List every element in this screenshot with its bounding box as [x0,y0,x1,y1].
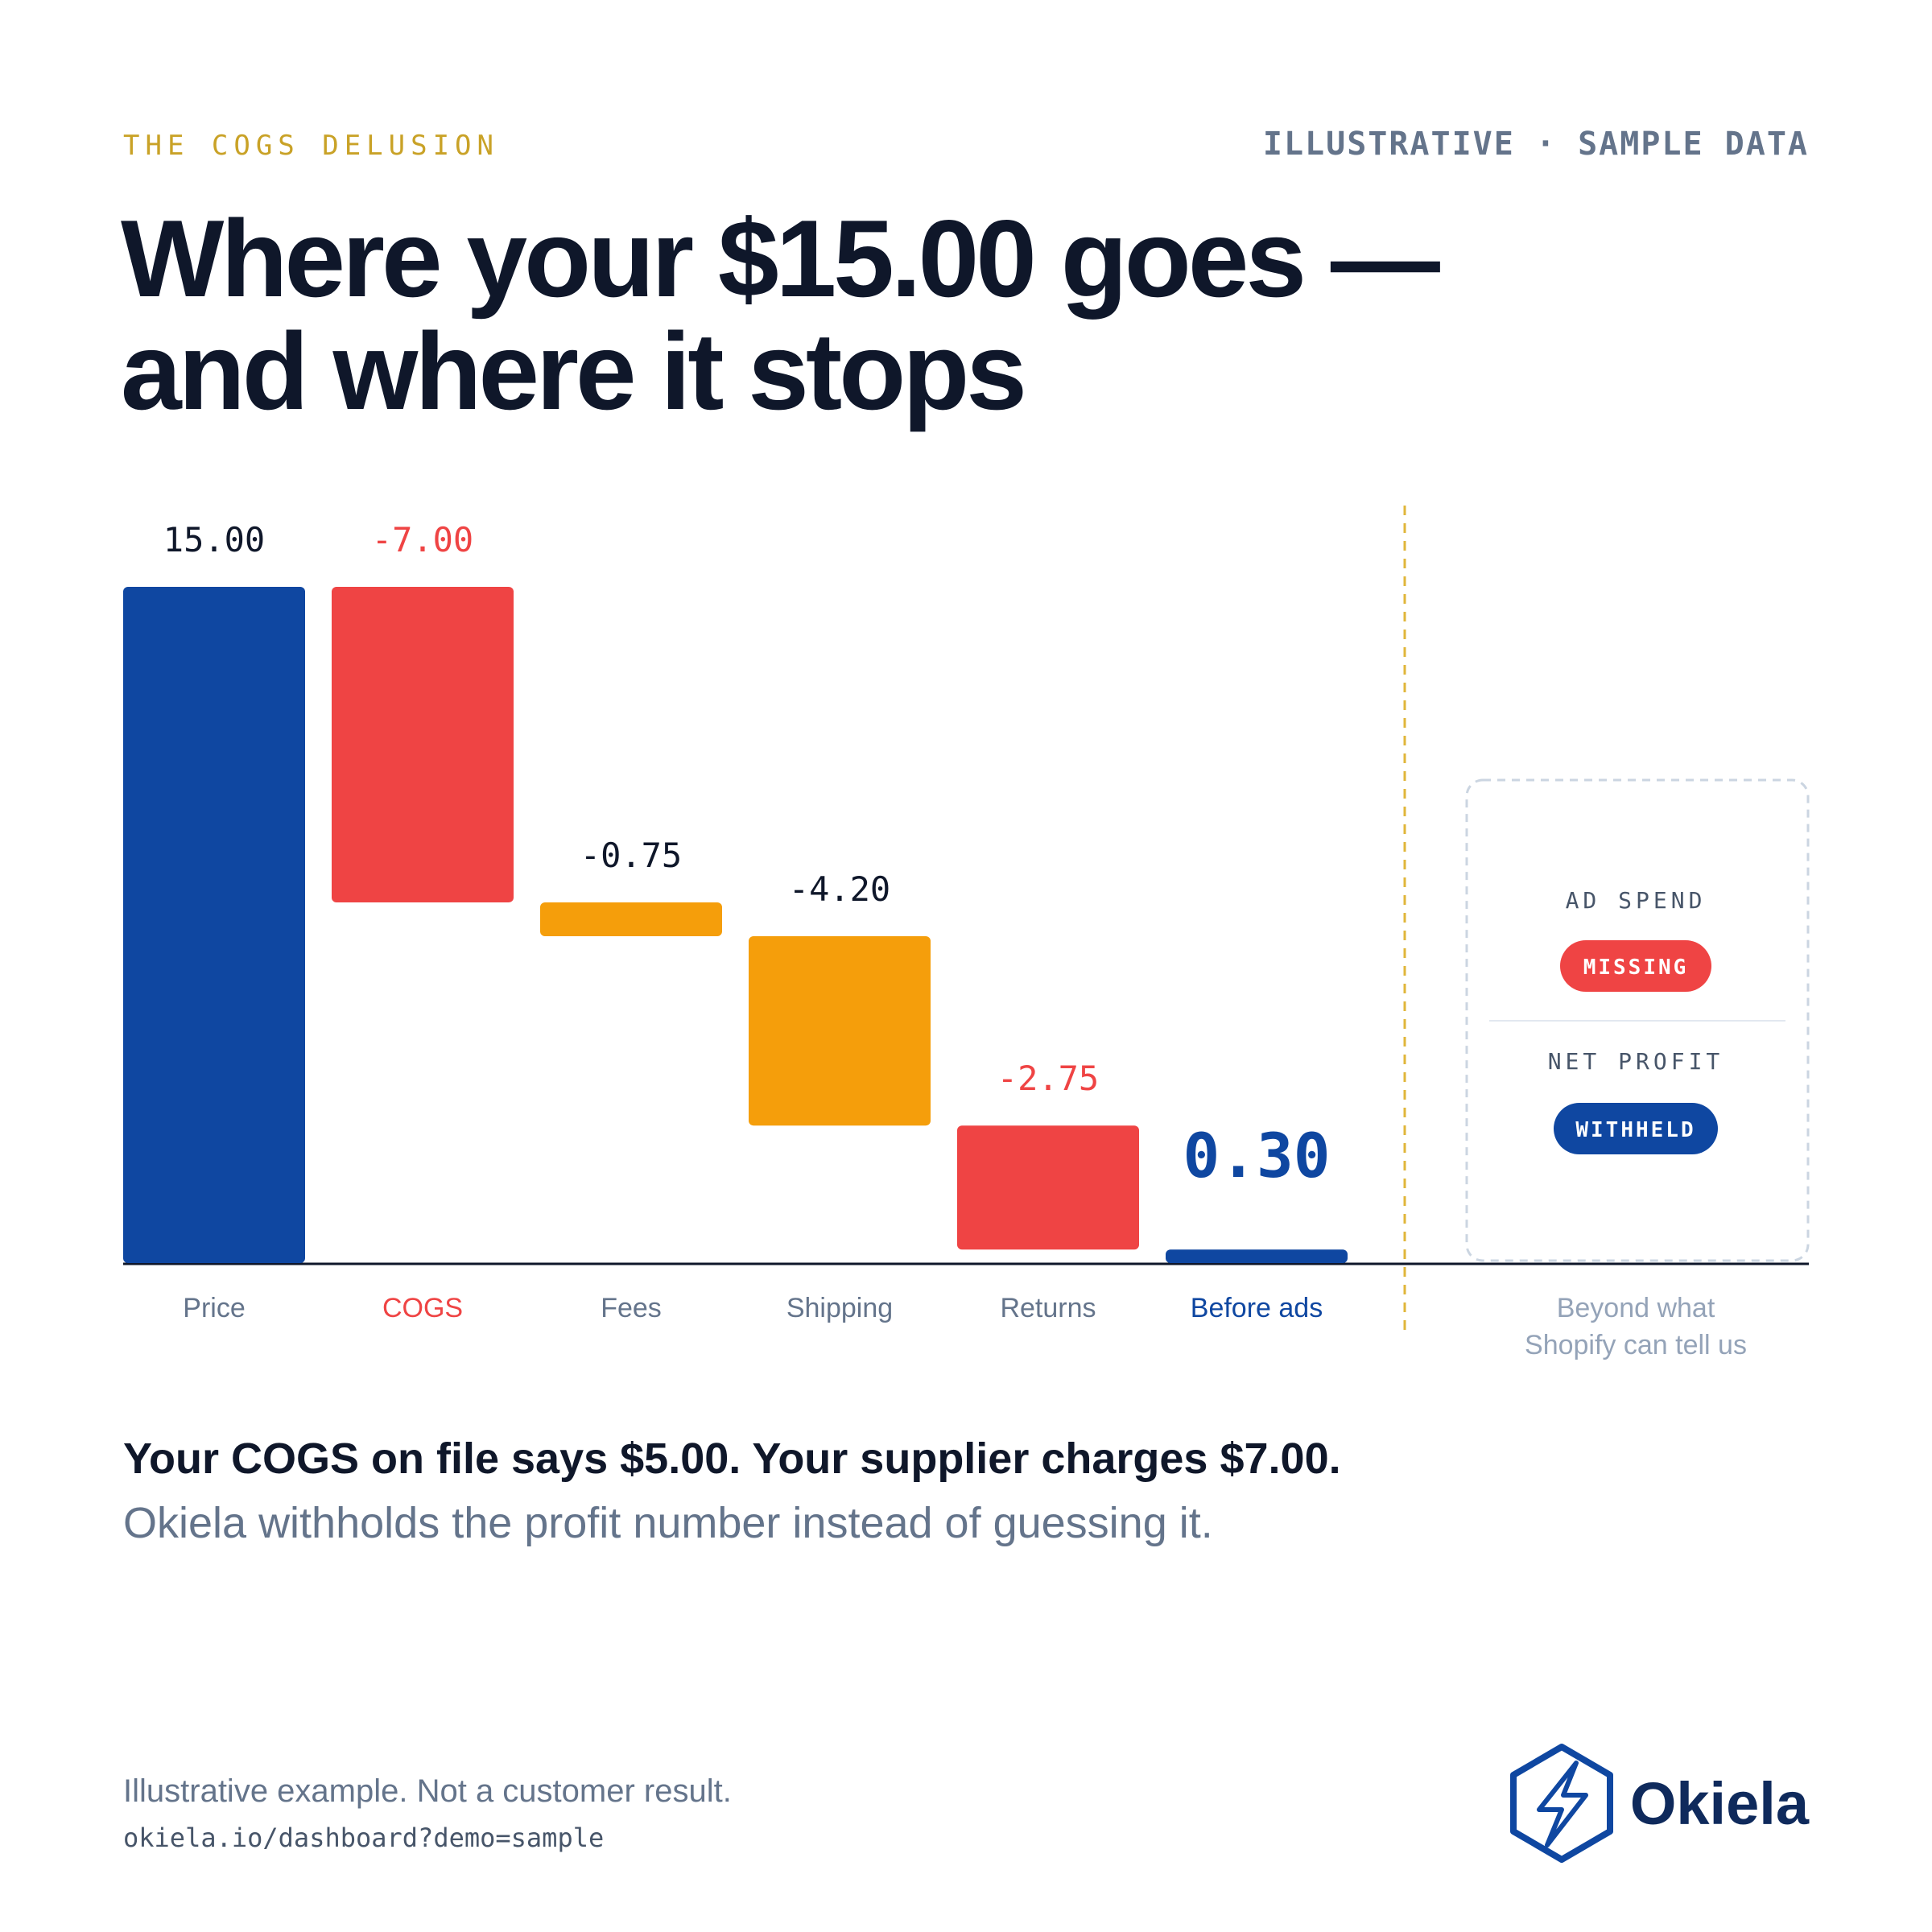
logo-hexagon [1510,1744,1613,1863]
status-pill [1554,1103,1718,1154]
value-label: -7.00 [372,520,473,559]
status: WITHHELD [1575,1118,1695,1142]
panel-note: Shopify can tell us [1525,1330,1747,1360]
panel-note: Beyond what [1557,1293,1715,1323]
caption-body: Okiela withholds the profit number inste… [123,1499,1213,1547]
bar [1166,1249,1348,1263]
value-label: 15.00 [163,520,265,559]
x-tick-label: Fees [601,1293,662,1323]
panel-label: AD SPEND [1566,887,1707,914]
bar [540,902,722,936]
x-tick-label: Price [183,1293,245,1323]
kicker: THE COGS DELUSION [123,130,499,162]
bar [957,1125,1139,1250]
url: okiela.io/dashboard?demo=sample [123,1823,604,1853]
tag: ILLUSTRATIVE · SAMPLE DATA [1263,126,1809,163]
logo-bolt [1537,1761,1588,1847]
bar [749,936,931,1126]
bar [123,587,305,1263]
panel [1465,778,1810,1262]
value-label: -2.75 [997,1059,1099,1098]
status: MISSING [1583,956,1689,980]
title-line: and where it stops [121,310,1024,432]
value-label: -0.75 [580,836,682,875]
panel-label: NET PROFIT [1548,1048,1724,1075]
bar [332,587,514,902]
value-label: 0.30 [1183,1120,1330,1191]
brand: Okiela [1630,1770,1810,1837]
title-line: Where your $15.00 goes — [121,197,1440,320]
x-tick-label: Before ads [1191,1293,1323,1323]
disclaimer: Illustrative example. Not a customer res… [123,1773,732,1809]
value-label: -4.20 [789,869,890,909]
x-tick-label: Shipping [786,1293,893,1323]
caption-headline: Your COGS on file says $5.00. Your suppl… [123,1435,1341,1483]
x-tick-label: Returns [1000,1293,1096,1323]
status-pill [1560,940,1711,992]
x-tick-label: COGS [382,1293,463,1323]
